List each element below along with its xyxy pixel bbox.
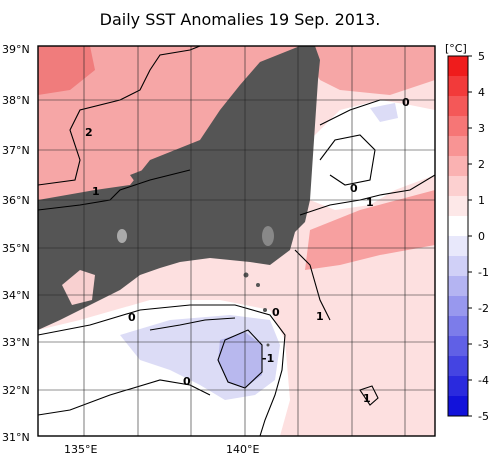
colorbar-cell — [448, 156, 468, 177]
colorbar-cell — [448, 296, 468, 317]
land-izu-island — [243, 272, 249, 278]
lat-label: 31°N — [2, 431, 30, 444]
contour-label: 0 — [272, 306, 280, 319]
contour-label: 1 — [366, 196, 374, 209]
colorbar-cell — [448, 276, 468, 297]
contour-label-group: 2 1 0 0 1 0 1 0 -1 0 1 — [85, 96, 410, 405]
cool-patch-northeast — [370, 103, 398, 122]
land-island-lake — [117, 229, 127, 243]
anomaly-field — [38, 46, 435, 436]
contour-label: 0 — [402, 96, 410, 109]
contour-label: 1 — [363, 392, 371, 405]
colorbar-cells — [448, 56, 468, 417]
contour-label: 0 — [350, 182, 358, 195]
colorbar-tick-label: -1 — [478, 266, 489, 279]
lat-label: 36°N — [2, 194, 30, 207]
colorbar-cell — [448, 196, 468, 217]
lat-label: 35°N — [2, 242, 30, 255]
colorbar-cell — [448, 56, 468, 77]
lat-label: 38°N — [2, 94, 30, 107]
colorbar-tick-label: -4 — [478, 374, 489, 387]
contour-label: -1 — [262, 352, 274, 365]
osaka-bay — [62, 270, 95, 305]
colorbar: [°C] 5 4 3 2 1 0 -1 -2 -3 -4 -5 — [445, 42, 489, 423]
colorbar-cell — [448, 116, 468, 137]
colorbar-cell — [448, 96, 468, 117]
land-boso-tip — [262, 226, 274, 246]
colorbar-cell — [448, 356, 468, 377]
colorbar-cell — [448, 176, 468, 197]
contour-label: 0 — [183, 375, 191, 388]
lon-label: 140°E — [226, 443, 259, 456]
strong-warm-anomaly-region — [38, 46, 95, 95]
lat-label: 37°N — [2, 144, 30, 157]
map-title: Daily SST Anomalies 19 Sep. 2013. — [99, 10, 381, 29]
lat-label: 33°N — [2, 336, 30, 349]
contour-0d — [149, 317, 236, 331]
colorbar-tick-label: 4 — [478, 86, 485, 99]
contour-1b — [299, 174, 435, 216]
lat-label: 34°N — [2, 289, 30, 302]
colorbar-cell — [448, 256, 468, 277]
contour-minus1 — [217, 329, 263, 389]
longitude-axis: 135°E 140°E — [64, 443, 259, 456]
contour-1d — [359, 385, 379, 406]
warm-anomaly-region-northeast — [300, 46, 435, 95]
contour-label: 2 — [85, 126, 93, 139]
lat-label: 39°N — [2, 43, 30, 56]
colorbar-cell — [448, 216, 468, 237]
land-izu-island — [256, 283, 260, 287]
colorbar-tick-label: 3 — [478, 122, 485, 135]
colorbar-cell — [448, 316, 468, 337]
strong-cool-anomaly-region — [218, 332, 262, 388]
colorbar-tick-label: -2 — [478, 302, 489, 315]
colorbar-cell — [448, 136, 468, 157]
lon-label: 135°E — [64, 443, 97, 456]
colorbar-cell — [448, 396, 468, 417]
land-honshu — [38, 46, 320, 330]
contour-label: 0 — [128, 311, 136, 324]
land-noto-peninsula — [130, 168, 150, 182]
warm-anomaly-band-east — [305, 190, 435, 270]
contour-label: 1 — [92, 185, 100, 198]
land-izu-island — [263, 308, 267, 312]
colorbar-tick-label: -3 — [478, 338, 489, 351]
colorbar-cell — [448, 236, 468, 257]
colorbar-tick-label: -5 — [478, 410, 489, 423]
latitude-axis: 39°N 38°N 37°N 36°N 35°N 34°N 33°N 32°N … — [2, 43, 30, 444]
colorbar-cell — [448, 76, 468, 97]
contour-label: 1 — [316, 310, 324, 323]
graticule — [38, 46, 435, 436]
lat-label: 32°N — [2, 384, 30, 397]
colorbar-tick-label: 5 — [478, 50, 485, 63]
contour-0e — [38, 379, 211, 416]
colorbar-unit: [°C] — [445, 42, 467, 55]
colorbar-tick-label: 0 — [478, 230, 485, 243]
colorbar-tick-label: 2 — [478, 158, 485, 171]
colorbar-tick-label: 1 — [478, 194, 485, 207]
contour-0c — [38, 304, 286, 436]
contour-1c — [294, 249, 331, 321]
colorbar-ticks: 5 4 3 2 1 0 -1 -2 -3 -4 -5 — [468, 50, 489, 423]
land-izu-island — [266, 343, 270, 347]
plot-frame — [37, 45, 436, 437]
contour-1 — [38, 169, 191, 211]
colorbar-cell — [448, 336, 468, 357]
colorbar-cell — [448, 376, 468, 397]
warm-anomaly-region-northwest — [38, 46, 300, 200]
